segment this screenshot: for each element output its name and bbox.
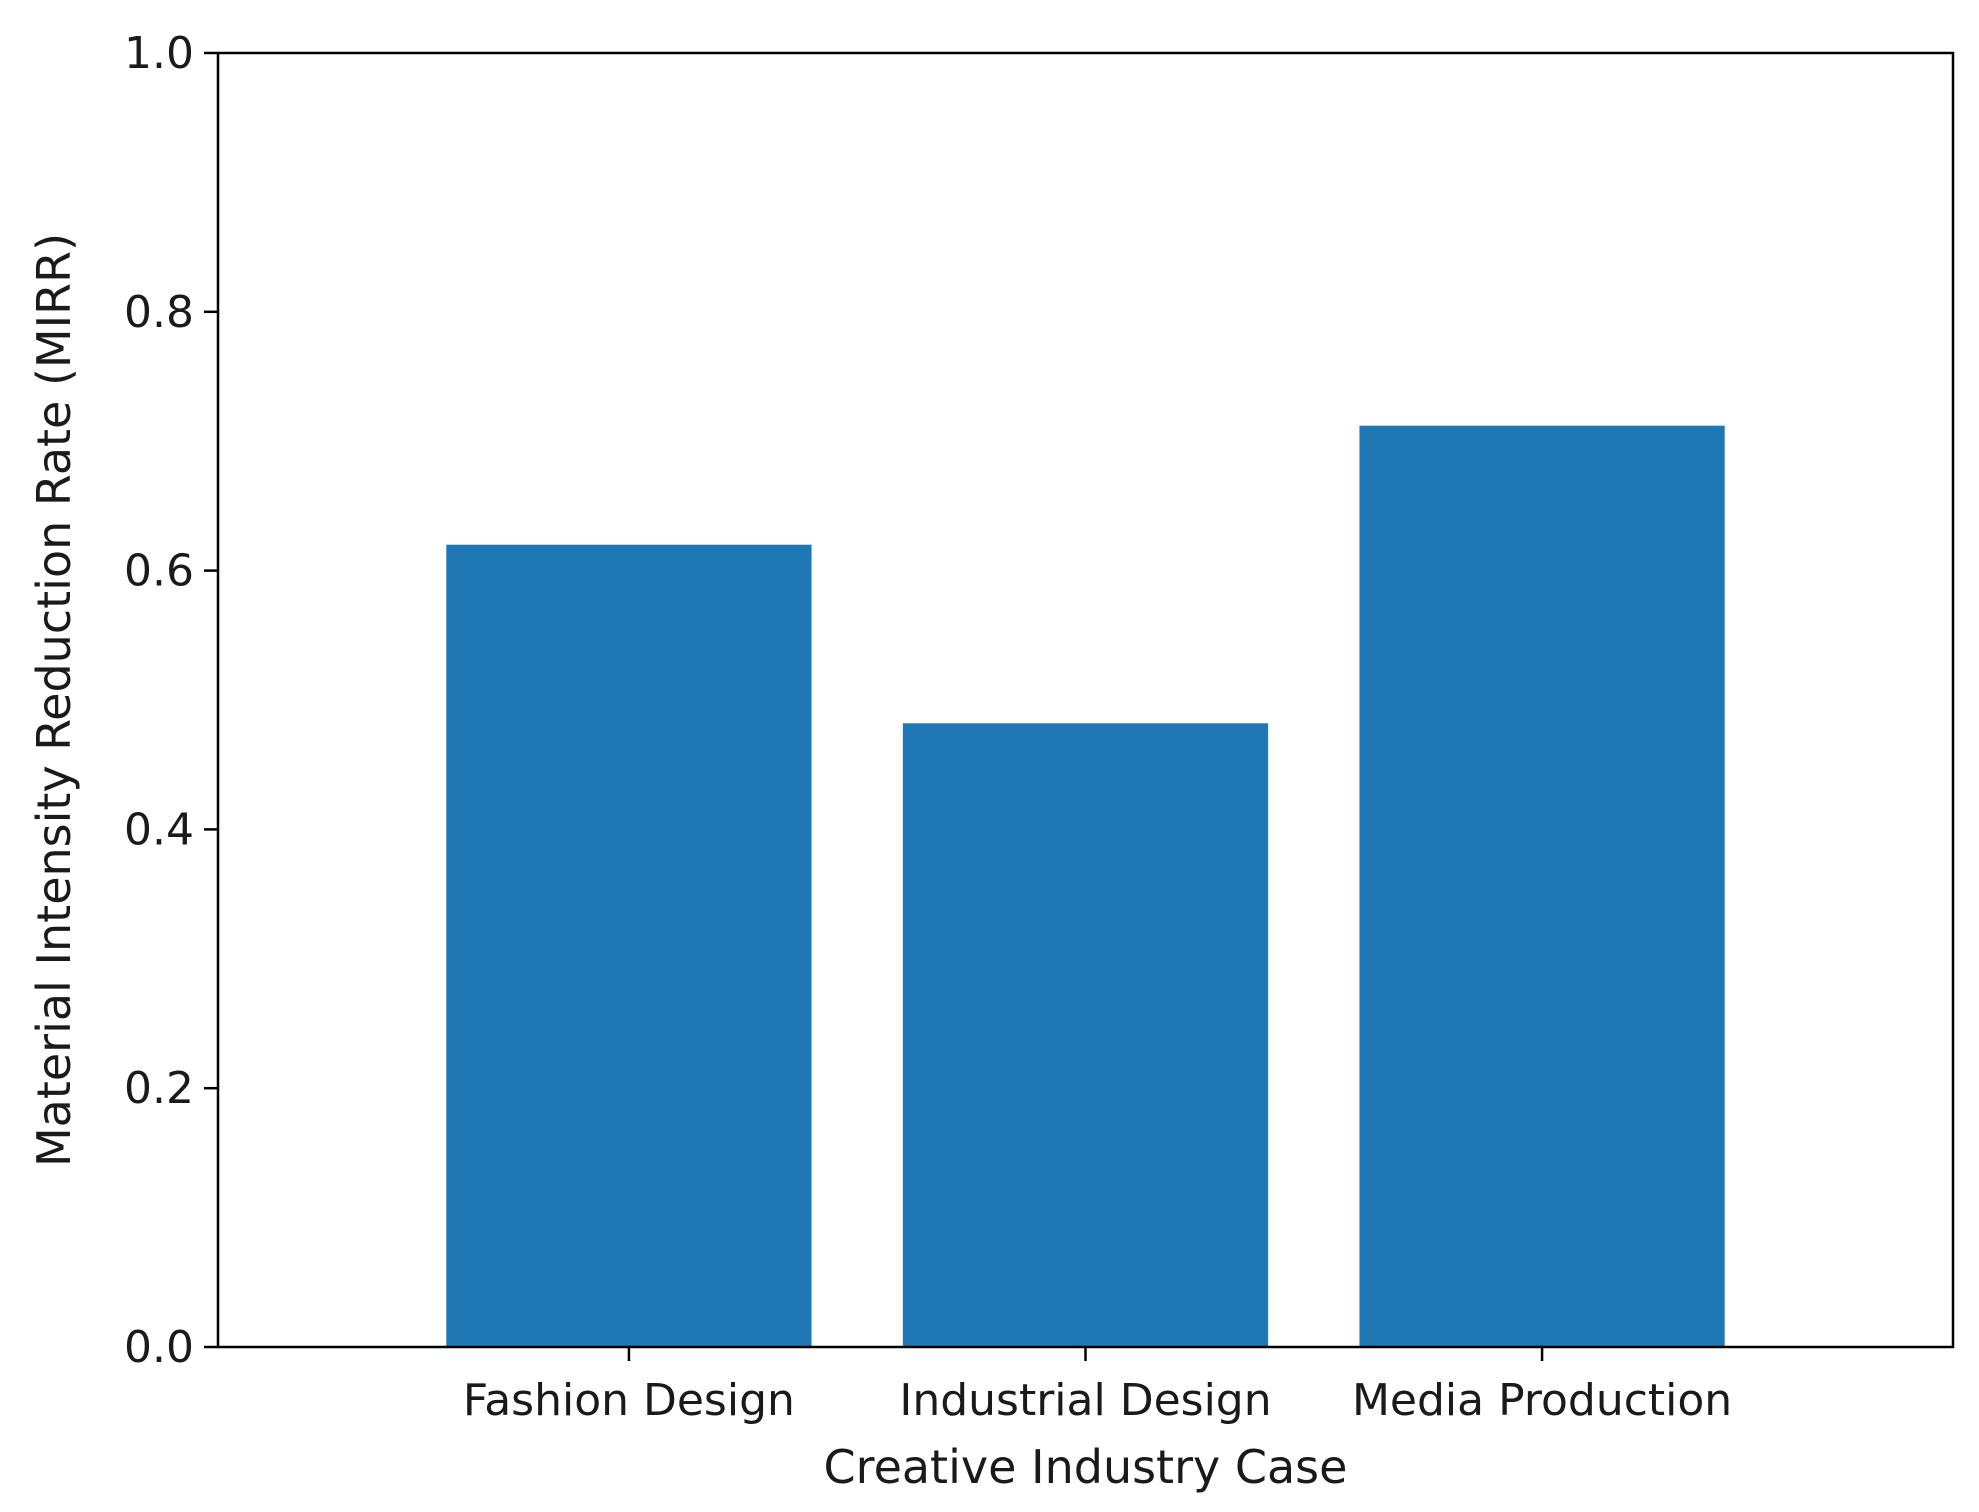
x-axis-label: Creative Industry Case bbox=[824, 1440, 1348, 1494]
y-axis-ticks: 0.0 0.2 0.4 0.6 0.8 1.0 bbox=[124, 28, 218, 1373]
x-tick-label: Industrial Design bbox=[899, 1375, 1271, 1426]
bar-group bbox=[446, 425, 1725, 1347]
y-tick-label: 1.0 bbox=[124, 28, 194, 79]
y-tick-label: 0.0 bbox=[124, 1322, 194, 1373]
y-tick-label: 0.4 bbox=[124, 804, 194, 855]
y-tick-label: 0.2 bbox=[124, 1063, 194, 1114]
x-tick-label: Media Production bbox=[1352, 1375, 1732, 1426]
bar-media-production bbox=[1359, 425, 1725, 1347]
y-tick-label: 0.8 bbox=[124, 287, 194, 338]
bar-industrial-design bbox=[902, 723, 1269, 1347]
x-tick-label: Fashion Design bbox=[463, 1375, 795, 1426]
plot-frame bbox=[216, 51, 1955, 1349]
y-axis-label: Material Intensity Reduction Rate (MIRR) bbox=[27, 233, 81, 1167]
x-axis-ticks: Fashion Design Industrial Design Media Pro… bbox=[463, 1347, 1732, 1426]
bar-fashion-design bbox=[446, 544, 812, 1347]
y-tick-label: 0.6 bbox=[124, 546, 194, 597]
